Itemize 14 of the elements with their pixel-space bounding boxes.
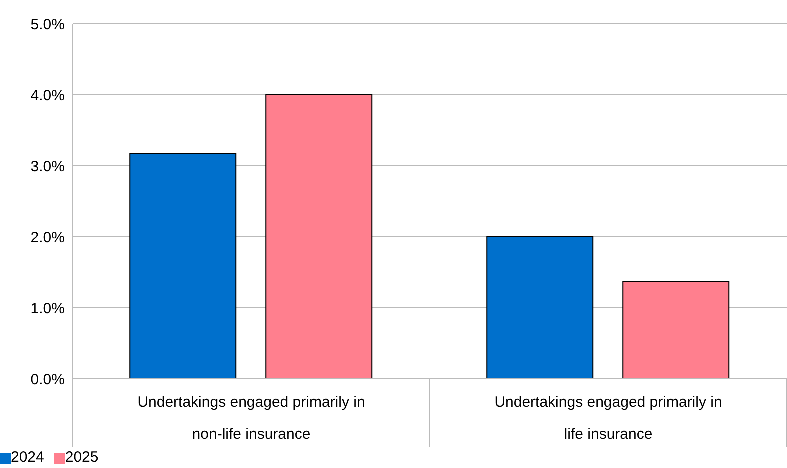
bar xyxy=(130,153,237,379)
y-tick-label: 0.0% xyxy=(30,371,65,388)
y-tick-label: 4.0% xyxy=(30,87,65,104)
x-tick-label: Undertakings engaged primarily in life insurance xyxy=(494,394,722,443)
y-tick-label: 3.0% xyxy=(30,158,65,176)
y-tick-label: 1.0% xyxy=(30,300,65,318)
y-tick-label: 5.0% xyxy=(30,16,65,34)
bar xyxy=(486,236,594,379)
bar xyxy=(622,281,730,379)
y-tick-label: 2.0% xyxy=(30,229,65,246)
legend-label: 2024 xyxy=(11,449,44,466)
bar xyxy=(266,94,373,379)
legend-label: 2025 xyxy=(65,449,99,466)
x-tick-label: Undertakings engaged primarily in non-life insurance xyxy=(138,394,366,443)
